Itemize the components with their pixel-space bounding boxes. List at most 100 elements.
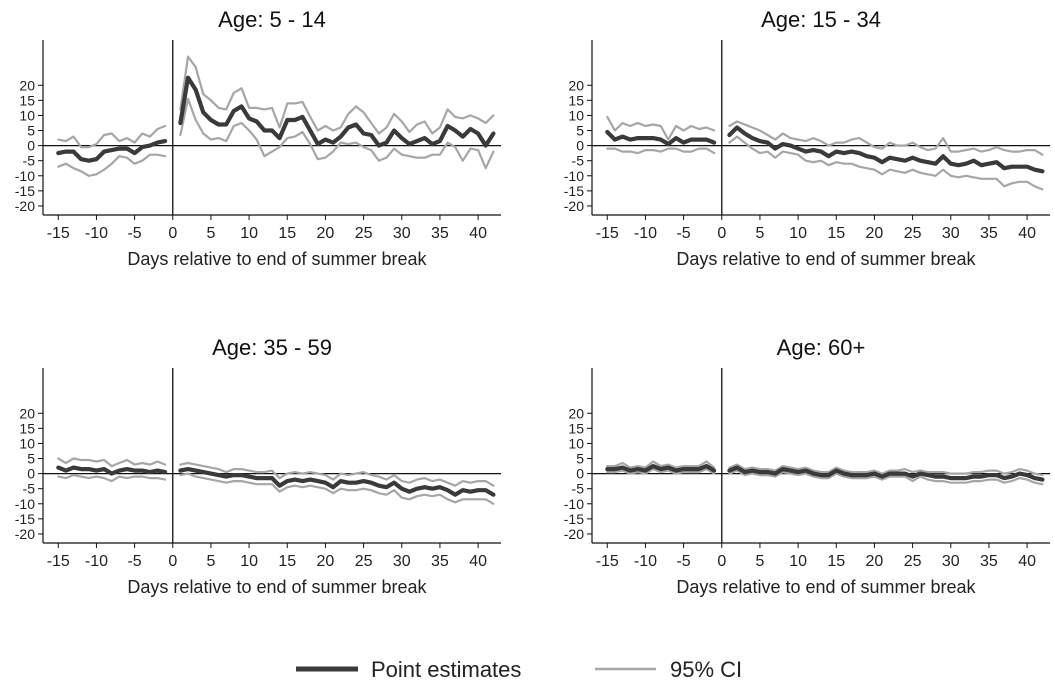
x-tick-label: 35 [431, 225, 449, 242]
y-tick-label: 20 [19, 405, 35, 421]
y-tick-label: -10 [564, 496, 584, 512]
x-tick-label: -10 [85, 225, 108, 242]
point-estimate-line-post [727, 465, 1045, 482]
x-tick-label: 0 [717, 553, 726, 570]
x-tick-label: 5 [206, 553, 215, 570]
y-tick-label: 0 [27, 466, 35, 482]
chart-title: Age: 60+ [777, 335, 866, 360]
y-tick-label: -20 [15, 198, 35, 214]
ci-upper-line-post [728, 463, 1044, 477]
y-tick-label: 10 [19, 107, 35, 123]
x-tick-label: 25 [355, 225, 373, 242]
legend-label-95-ci: 95% CI [670, 657, 742, 682]
x-tick-label: -5 [676, 553, 690, 570]
ci-upper-line-post [728, 120, 1044, 156]
y-tick-label: -15 [15, 511, 35, 527]
x-tick-label: 35 [980, 225, 998, 242]
ci-upper-line-post [179, 55, 495, 135]
x-tick-label: 10 [240, 225, 258, 242]
x-tick-label: 30 [393, 553, 411, 570]
y-tick-label: 5 [576, 451, 584, 467]
x-tick-label: 15 [278, 553, 296, 570]
x-tick-label: -5 [676, 225, 690, 242]
x-tick-label: 30 [942, 225, 960, 242]
x-tick-label: 40 [1018, 225, 1036, 242]
y-tick-label: 5 [576, 123, 584, 139]
ci-upper-line-pre [57, 124, 167, 149]
y-tick-label: 5 [27, 123, 35, 139]
y-tick-label: -5 [572, 153, 585, 169]
ci-upper-line-pre [606, 460, 716, 469]
ci-lower-line-pre [606, 468, 716, 475]
x-axis-label: Days relative to end of summer break [676, 577, 976, 597]
y-tick-label: 10 [568, 435, 584, 451]
y-tick-label: 5 [27, 451, 35, 467]
point-estimate-line-post [178, 467, 496, 497]
x-tick-label: -15 [47, 225, 70, 242]
point-estimate-line-post [727, 125, 1045, 174]
x-axis-label: Days relative to end of summer break [676, 249, 976, 269]
ci-lower-line-pre [606, 147, 716, 155]
y-tick-label: 20 [568, 405, 584, 421]
x-tick-label: 40 [469, 553, 487, 570]
y-tick-label: -10 [564, 168, 584, 184]
point-estimate-line-pre [56, 139, 168, 163]
y-tick-label: 15 [568, 92, 584, 108]
x-axis-label: Days relative to end of summer break [127, 577, 427, 597]
point-estimate-line-pre [56, 465, 168, 476]
ci-lower-line-post [179, 97, 495, 170]
x-tick-label: 5 [755, 553, 764, 570]
x-axis-label: Days relative to end of summer break [127, 249, 427, 269]
x-tick-label: 20 [866, 553, 884, 570]
ci-lower-line-pre [57, 474, 167, 483]
x-tick-label: -5 [127, 553, 141, 570]
y-tick-label: -10 [15, 496, 35, 512]
x-tick-label: 25 [904, 553, 922, 570]
y-tick-label: 0 [576, 138, 584, 154]
y-tick-label: -10 [15, 168, 35, 184]
x-tick-label: 15 [278, 225, 296, 242]
x-tick-label: -10 [634, 225, 657, 242]
y-tick-label: -15 [564, 511, 584, 527]
y-tick-label: 15 [19, 420, 35, 436]
y-tick-label: -20 [564, 526, 584, 542]
ci-upper-line-post [179, 461, 495, 487]
ci-lower-line-post [179, 472, 495, 505]
y-tick-label: -15 [564, 183, 584, 199]
x-tick-label: 20 [866, 225, 884, 242]
point-estimate-line-pre [605, 464, 717, 473]
y-tick-label: 10 [19, 435, 35, 451]
x-tick-label: 25 [904, 225, 922, 242]
x-tick-label: 0 [168, 225, 177, 242]
x-tick-label: 40 [1018, 553, 1036, 570]
x-tick-label: -10 [85, 553, 108, 570]
x-tick-label: 15 [827, 225, 845, 242]
y-tick-label: 0 [576, 466, 584, 482]
y-tick-label: 15 [568, 420, 584, 436]
y-tick-label: -5 [23, 153, 36, 169]
y-tick-label: 10 [568, 107, 584, 123]
x-tick-label: 40 [469, 225, 487, 242]
y-tick-label: -15 [15, 183, 35, 199]
x-tick-label: 10 [240, 553, 258, 570]
x-tick-label: 5 [206, 225, 215, 242]
x-tick-label: 0 [717, 225, 726, 242]
x-tick-label: 15 [827, 553, 845, 570]
chart-title: Age: 35 - 59 [212, 335, 332, 360]
y-tick-label: 20 [19, 77, 35, 93]
y-tick-label: -5 [23, 481, 36, 497]
x-tick-label: 0 [168, 553, 177, 570]
x-tick-label: -15 [47, 553, 70, 570]
legend-label-point-estimates: Point estimates [371, 657, 521, 682]
x-tick-label: -10 [634, 553, 657, 570]
y-tick-label: -20 [564, 198, 584, 214]
x-tick-label: -15 [596, 225, 619, 242]
legend: Point estimates 95% CI [296, 657, 742, 682]
point-estimate-line-pre [605, 129, 717, 147]
x-tick-label: 35 [431, 553, 449, 570]
x-tick-label: 25 [355, 553, 373, 570]
x-tick-label: -5 [127, 225, 141, 242]
